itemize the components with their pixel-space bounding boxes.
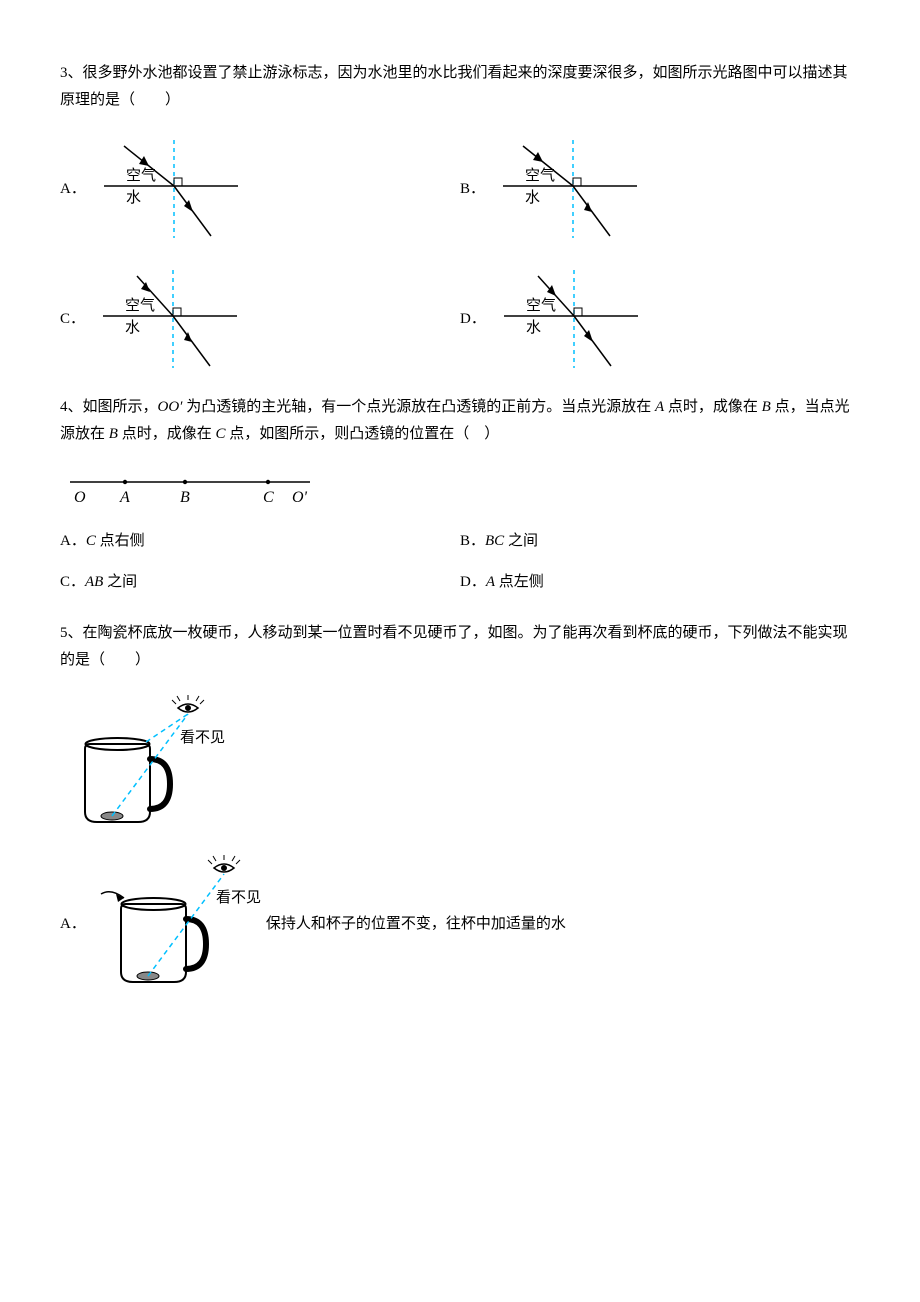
q3-opt-d-label: D． xyxy=(460,306,486,333)
svg-text:B: B xyxy=(180,489,190,506)
q5-opt-a-text: 保持人和杯子的位置不变，往杯中加适量的水 xyxy=(266,911,566,938)
q3-diagram-a: 空气 水 xyxy=(96,134,246,244)
q3-opt-c: C． 空气 水 xyxy=(60,264,460,374)
svg-text:空气: 空气 xyxy=(526,297,556,314)
cup-diagram-a: 看不见 xyxy=(96,854,266,994)
q3-diagram-c: 空气 水 xyxy=(95,264,245,374)
q4-axis-diagram: O A B C O' xyxy=(60,468,860,508)
q5-text: 5、在陶瓷杯底放一枚硬币，人移动到某一位置时看不见硬币了，如图。为了能再次看到杯… xyxy=(60,620,860,674)
q3-text: 3、很多野外水池都设置了禁止游泳标志，因为水池里的水比我们看起来的深度要深很多，… xyxy=(60,60,860,114)
q4-opt-b: B．BC 之间 xyxy=(460,528,860,555)
svg-text:水: 水 xyxy=(125,319,140,336)
q3-opt-d: D． 空气 水 xyxy=(460,264,860,374)
q3-opt-c-label: C． xyxy=(60,306,85,333)
q3-row-2: C． 空气 水 D． 空气 xyxy=(60,264,860,374)
water-label: 水 xyxy=(126,189,141,206)
q3-opt-a-label: A． xyxy=(60,176,86,203)
q3-row-1: A． 空气 水 B． 空气 xyxy=(60,134,860,244)
q5-figure: 看不见 xyxy=(60,694,860,834)
svg-text:A: A xyxy=(119,489,130,506)
svg-text:空气: 空气 xyxy=(125,297,155,314)
q5-opt-a: A． 看不见 保持人和杯 xyxy=(60,854,860,994)
svg-text:看不见: 看不见 xyxy=(180,729,225,746)
q4-opt-d: D．A 点左侧 xyxy=(460,569,860,596)
q4-opts-row2: C．AB 之间 D．A 点左侧 xyxy=(60,569,860,596)
svg-text:O': O' xyxy=(292,489,308,506)
q5-opt-a-label: A． xyxy=(60,911,86,938)
q3-diagram-b: 空气 水 xyxy=(495,134,645,244)
svg-text:O: O xyxy=(74,489,86,506)
svg-text:空气: 空气 xyxy=(525,167,555,184)
svg-text:水: 水 xyxy=(526,319,541,336)
air-label: 空气 xyxy=(126,167,156,184)
q3-opt-a: A． 空气 水 xyxy=(60,134,460,244)
q3-opt-b-label: B． xyxy=(460,176,485,203)
svg-text:看不见: 看不见 xyxy=(216,889,261,906)
q4-opt-a: A．C 点右侧 xyxy=(60,528,460,555)
q3-diagram-d: 空气 水 xyxy=(496,264,646,374)
q4-opt-c: C．AB 之间 xyxy=(60,569,460,596)
svg-text:水: 水 xyxy=(525,189,540,206)
q4-opts-row1: A．C 点右侧 B．BC 之间 xyxy=(60,528,860,555)
cup-diagram-main: 看不见 xyxy=(60,694,240,834)
q3-opt-b: B． 空气 水 xyxy=(460,134,860,244)
svg-text:C: C xyxy=(263,489,274,506)
q4-text: 4、如图所示，OO′ 为凸透镜的主光轴，有一个点光源放在凸透镜的正前方。当点光源… xyxy=(60,394,860,448)
